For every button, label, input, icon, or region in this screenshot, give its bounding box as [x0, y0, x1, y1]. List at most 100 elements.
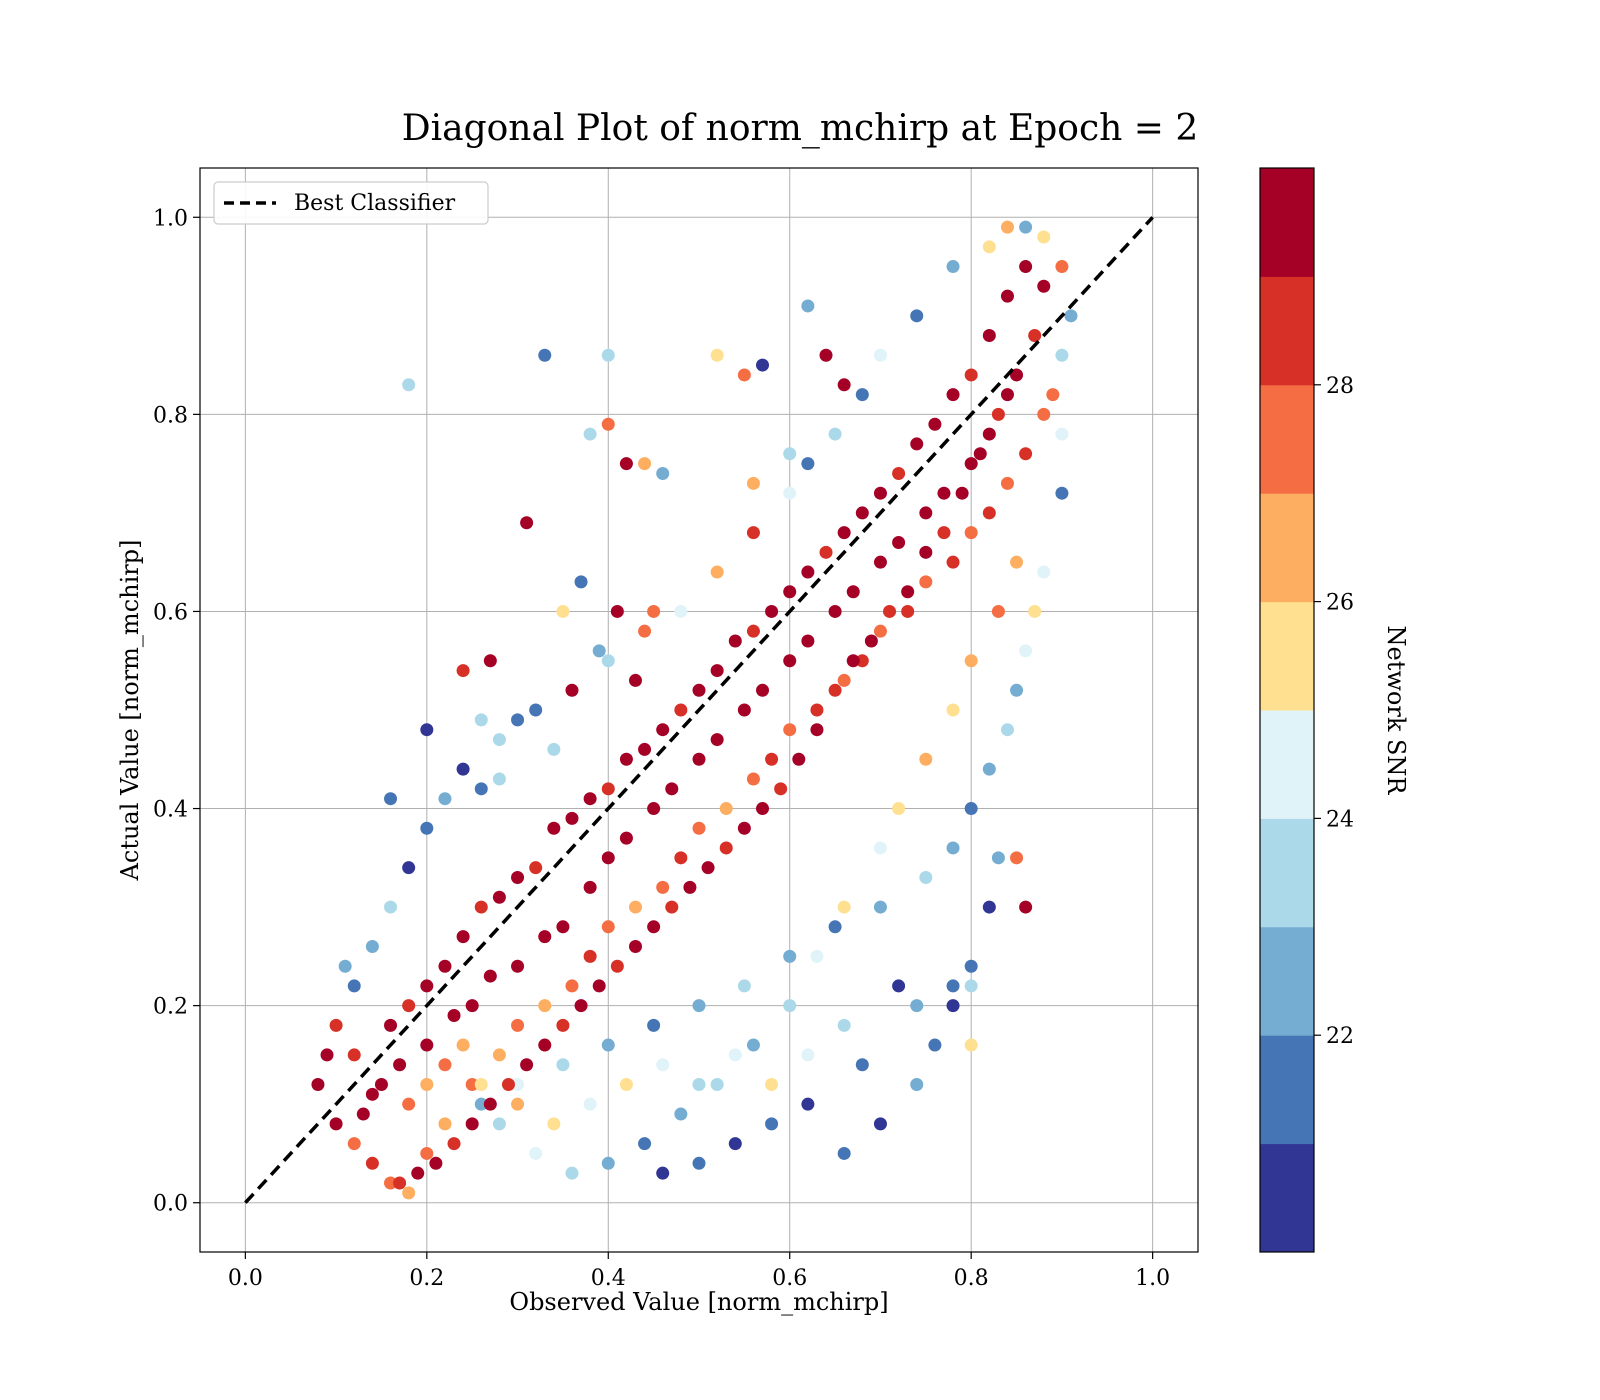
scatter-point: [556, 920, 570, 934]
scatter-point: [946, 703, 960, 717]
scatter-point: [937, 486, 951, 500]
scatter-point: [592, 644, 606, 658]
x-tick-label: 0.4: [591, 1266, 626, 1291]
scatter-point: [728, 1048, 742, 1062]
scatter-point: [638, 742, 652, 756]
scatter-point: [801, 1048, 815, 1062]
x-tick-label: 0.8: [954, 1266, 989, 1291]
scatter-point: [420, 1146, 434, 1160]
scatter-point: [474, 1077, 488, 1091]
best-classifier-line: [244, 216, 1154, 1204]
scatter-point: [656, 466, 670, 480]
scatter-point: [746, 1038, 760, 1052]
scatter-point: [547, 742, 561, 756]
scatter-point: [402, 1097, 416, 1111]
x-tick-label: 1.0: [1135, 1266, 1170, 1291]
scatter-point: [964, 959, 978, 973]
scatter-point: [465, 1077, 479, 1091]
scatter-point: [492, 1048, 506, 1062]
scatter-point: [574, 575, 588, 589]
scatter-point: [692, 752, 706, 766]
scatter-point: [420, 1038, 434, 1052]
scatter-point: [402, 378, 416, 392]
scatter-point: [492, 733, 506, 747]
scatter-point: [1055, 260, 1069, 274]
scatter-point: [901, 585, 915, 599]
scatter-point: [828, 920, 842, 934]
scatter-point: [710, 733, 724, 747]
scatter-point: [647, 802, 661, 816]
scatter-point: [329, 1018, 343, 1032]
scatter-point: [783, 723, 797, 737]
scatter-point: [756, 802, 770, 816]
scatter-point: [638, 1137, 652, 1151]
scatter-point: [864, 634, 878, 648]
scatter-point: [520, 516, 534, 530]
scatter-point: [365, 1087, 379, 1101]
legend-box: [213, 181, 489, 225]
colorbar-segment: [1260, 1035, 1314, 1145]
scatter-point: [638, 457, 652, 471]
scatter-point: [483, 654, 497, 668]
scatter-point: [420, 979, 434, 993]
scatter-point: [411, 1166, 425, 1180]
scatter-point: [438, 792, 452, 806]
scatter-point: [910, 1077, 924, 1091]
scatter-point: [792, 752, 806, 766]
scatter-point: [384, 1176, 398, 1190]
scatter-point: [855, 388, 869, 402]
scatter-point: [538, 930, 552, 944]
scatter-point: [347, 1048, 361, 1062]
scatter-point: [601, 654, 615, 668]
scatter-point: [565, 683, 579, 697]
scatter-point: [982, 900, 996, 914]
scatter-point: [311, 1077, 325, 1091]
scatter-point: [656, 1058, 670, 1072]
scatter-point: [574, 999, 588, 1013]
scatter-point: [964, 979, 978, 993]
scatter-point: [901, 604, 915, 618]
scatter-point: [737, 703, 751, 717]
colorbar-tick-label: 22: [1326, 1024, 1354, 1049]
colorbar-segment: [1260, 1143, 1314, 1253]
scatter-point: [1037, 279, 1051, 293]
scatter-point: [746, 624, 760, 638]
scatter-point: [492, 1117, 506, 1131]
scatter-point: [610, 604, 624, 618]
scatter-point: [692, 1156, 706, 1170]
scatter-point: [501, 1077, 515, 1091]
scatter-point: [556, 604, 570, 618]
scatter-point: [447, 1137, 461, 1151]
scatter-point: [846, 654, 860, 668]
scatter-point: [619, 831, 633, 845]
scatter-point: [402, 1186, 416, 1200]
scatter-point: [991, 851, 1005, 865]
scatter-points: [311, 220, 1078, 1200]
x-axis-label: Observed Value [norm_mchirp]: [509, 1288, 888, 1316]
scatter-point: [384, 1018, 398, 1032]
x-axis-ticks: 0.0 0.2 0.4 0.6 0.8 1.0: [228, 1252, 1170, 1291]
scatter-point: [873, 900, 887, 914]
scatter-point: [511, 713, 525, 727]
scatter-point: [1037, 407, 1051, 421]
scatter-point: [892, 979, 906, 993]
scatter-point: [565, 979, 579, 993]
scatter-point: [719, 802, 733, 816]
scatter-point: [628, 673, 642, 687]
colorbar: 22 24 26 28: [1259, 167, 1354, 1253]
y-axis-label: Actual Value [norm_mchirp]: [116, 540, 144, 882]
scatter-point: [583, 427, 597, 441]
scatter-point: [1019, 900, 1033, 914]
scatter-point: [565, 1166, 579, 1180]
scatter-point: [855, 1058, 869, 1072]
colorbar-segment: [1260, 601, 1314, 711]
scatter-point: [474, 900, 488, 914]
scatter-point: [919, 506, 933, 520]
scatter-point: [710, 664, 724, 678]
colorbar-segment: [1260, 710, 1314, 819]
scatter-point: [991, 407, 1005, 421]
scatter-point: [828, 427, 842, 441]
scatter-point: [347, 979, 361, 993]
scatter-point: [1046, 388, 1060, 402]
scatter-point: [692, 683, 706, 697]
